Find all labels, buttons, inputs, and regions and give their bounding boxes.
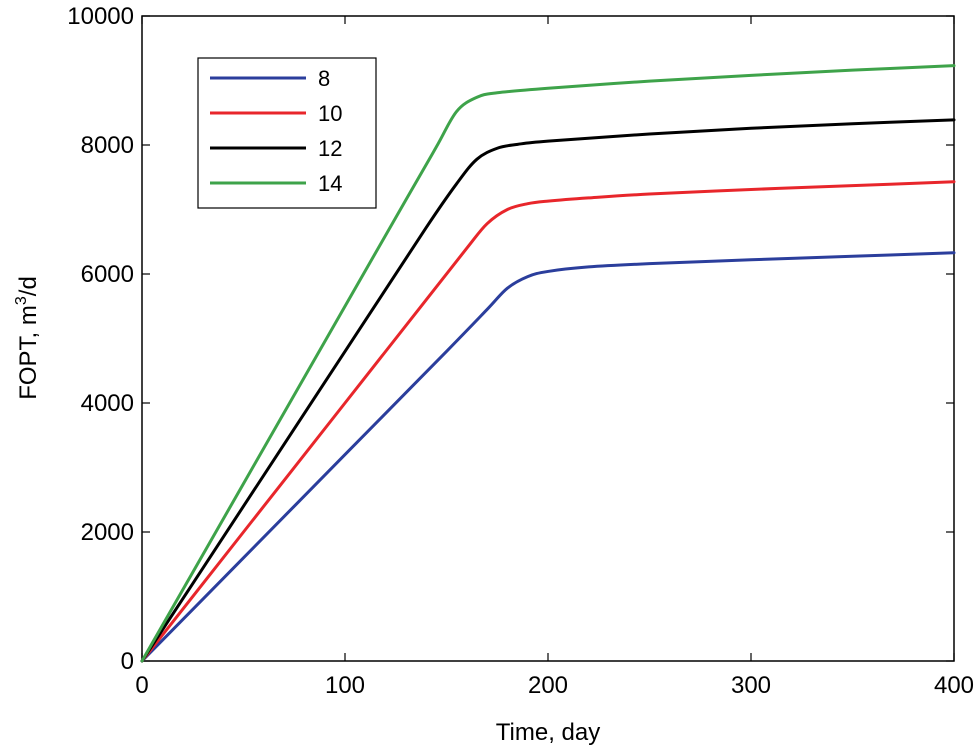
series-group [140, 64, 956, 663]
y-tick-label: 10000 [67, 3, 134, 30]
x-tick-label: 200 [528, 672, 568, 699]
series-line-14 [140, 64, 956, 663]
y-tick-label: 8000 [81, 132, 134, 159]
series-line-12 [140, 118, 956, 663]
legend-label-14: 14 [318, 171, 342, 196]
x-tick-label: 300 [731, 672, 771, 699]
x-axis-title: Time, day [496, 719, 600, 746]
y-axis-title-tail: /d [15, 276, 42, 296]
y-tick-label: 0 [121, 648, 134, 675]
legend: 8 10 12 14 [197, 57, 377, 209]
legend-box [197, 57, 377, 209]
y-tick-label: 2000 [81, 519, 134, 546]
series-line-8 [140, 251, 956, 663]
legend-label-8: 8 [318, 66, 330, 91]
legend-label-10: 10 [318, 101, 342, 126]
series-line-10 [140, 180, 956, 663]
x-tick-label: 0 [135, 672, 148, 699]
y-axis-title-superscript: 3 [13, 296, 30, 305]
x-tick-label: 100 [325, 672, 365, 699]
x-tick-label: 400 [934, 672, 974, 699]
y-tick-label: 4000 [81, 390, 134, 417]
y-axis-title-main: FOPT, m [15, 305, 42, 400]
legend-label-12: 12 [318, 136, 342, 161]
y-axis-title: FOPT, m3/d [13, 276, 42, 400]
y-tick-label: 6000 [81, 261, 134, 288]
